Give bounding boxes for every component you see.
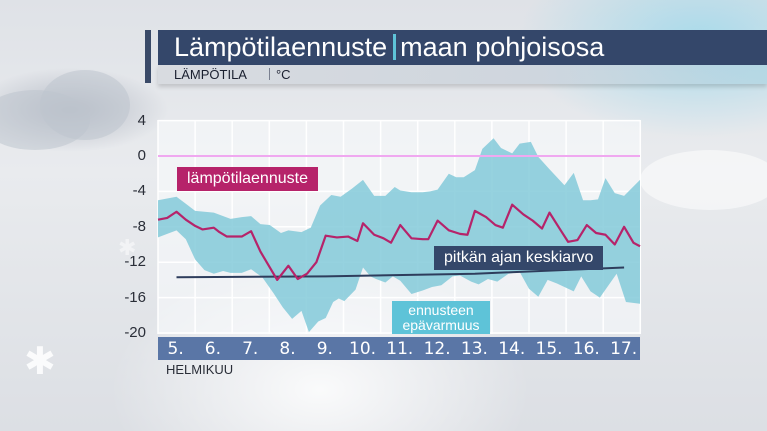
x-tick-label: 12. xyxy=(423,339,451,359)
y-tick-label: 4 xyxy=(137,111,146,129)
x-tick-label: 7. xyxy=(242,339,259,359)
x-tick-label: 5. xyxy=(167,339,184,359)
x-tick-label: 13. xyxy=(460,339,488,359)
uncertainty-legend-label: ennusteen epävarmuus xyxy=(392,301,490,334)
forecast-legend-label: lämpötilaennuste xyxy=(177,167,318,191)
uncertainty-band xyxy=(158,138,640,333)
x-tick-label: 14. xyxy=(498,339,526,359)
x-tick-label: 8. xyxy=(279,339,296,359)
uncertainty-label-line1: ennusteen xyxy=(408,302,474,318)
y-tick-label: 0 xyxy=(137,147,146,164)
x-tick-label: 16. xyxy=(572,339,600,359)
forecast-line xyxy=(157,203,641,281)
cloud-decoration xyxy=(640,150,767,210)
y-tick-label: -8 xyxy=(132,217,146,235)
snowflake-icon: ✱ xyxy=(24,339,56,383)
x-tick-label: 15. xyxy=(535,339,563,359)
x-axis-unit: HELMIKUU xyxy=(166,362,234,377)
y-tick-label: -16 xyxy=(124,288,146,306)
title-bar: Lämpötilaennuste maan pohjoisosa xyxy=(158,30,767,65)
y-tick-label: -20 xyxy=(124,324,146,341)
x-tick-label: 6. xyxy=(204,339,222,359)
subtitle-label: LÄMPÖTILA xyxy=(174,67,247,82)
average-legend-label: pitkän ajan keskiarvo xyxy=(434,246,604,270)
x-tick-label: 17. xyxy=(610,339,638,359)
subtitle-unit: °C xyxy=(275,67,291,82)
y-tick-label: -12 xyxy=(124,253,146,271)
average-line xyxy=(176,266,625,279)
x-axis-bar xyxy=(158,337,640,360)
x-tick-label: 11. xyxy=(386,339,414,359)
snowflake-icon: ✱ xyxy=(118,236,137,261)
region-title: maan pohjoisosa xyxy=(400,32,605,62)
subtitle-separator xyxy=(268,68,270,80)
title-separator xyxy=(393,34,397,60)
uncertainty-label-line2: epävarmuus xyxy=(402,317,480,333)
page-title: Lämpötilaennuste xyxy=(174,32,388,62)
title-accent xyxy=(145,30,151,83)
x-tick-label: 9. xyxy=(316,339,333,359)
y-tick-label: -4 xyxy=(132,182,146,200)
x-tick-label: 10. xyxy=(349,339,377,359)
subtitle-bar: LÄMPÖTILA °C xyxy=(158,65,767,84)
cloud-decoration xyxy=(40,70,130,140)
